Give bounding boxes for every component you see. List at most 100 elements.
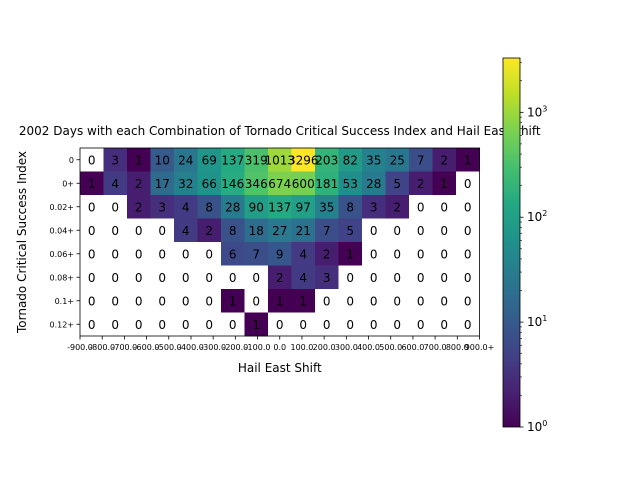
cell-value-label: 0: [182, 294, 190, 308]
heatmap-cell: [362, 171, 386, 196]
cell-value-label: 0: [88, 200, 96, 214]
cell-value-label: 7: [323, 224, 331, 238]
cell-value-label: 0: [135, 247, 143, 261]
heatmap-cell: [315, 148, 339, 172]
heatmap-cell: [268, 171, 292, 196]
heatmap-cell: [315, 312, 339, 337]
heatmap-cell: [432, 242, 457, 266]
colorbar-tick-label: 103: [527, 104, 547, 119]
x-tick-label: -300.0: [200, 343, 226, 352]
heatmap-cell: [385, 242, 410, 266]
cell-value-label: 0: [158, 294, 166, 308]
cell-value-label: 2: [276, 271, 284, 285]
heatmap-cell: [385, 195, 410, 219]
cell-value-label: 2: [205, 224, 213, 238]
heatmap-cell: [103, 171, 128, 196]
heatmap-cell: [221, 171, 245, 196]
y-tick-label: 0.06+: [49, 250, 74, 259]
cell-value-label: 3: [158, 200, 166, 214]
heatmap-cells: [80, 148, 480, 337]
y-tick-label: 0+: [62, 179, 74, 188]
heatmap-cell: [291, 171, 316, 196]
heatmap-cell: [432, 265, 457, 290]
cell-value-label: 2: [135, 177, 143, 191]
chart-title: 2002 Days with each Combination of Torna…: [19, 124, 541, 138]
cell-value-label: 18: [249, 224, 264, 238]
cell-value-label: 7: [252, 247, 260, 261]
heatmap-cell: [315, 242, 339, 266]
heatmap-cell: [80, 265, 104, 290]
cell-value-label: 0: [111, 247, 119, 261]
heatmap-cell: [244, 195, 269, 219]
colorbar-tick-label: 101: [527, 314, 547, 329]
y-tick-label: 0.04+: [49, 226, 74, 235]
cell-value-label: 0: [393, 294, 401, 308]
heatmap-cell: [432, 218, 457, 243]
cell-value-label: 90: [249, 200, 264, 214]
heatmap-cell: [291, 195, 316, 219]
heatmap-cell: [385, 312, 410, 337]
heatmap-cell: [456, 289, 480, 313]
heatmap-cell: [197, 148, 222, 172]
heatmap-cell: [456, 171, 480, 196]
cell-value-label: 0: [229, 318, 237, 332]
heatmap-cell: [80, 242, 104, 266]
heatmap-cell: [268, 265, 292, 290]
cell-value-label: 0: [88, 318, 96, 332]
cell-value-label: 1: [276, 294, 284, 308]
cell-value-label: 0: [393, 271, 401, 285]
x-tick-label: -700.0: [111, 343, 137, 352]
cell-value-label: 0: [417, 271, 425, 285]
heatmap-cell: [221, 289, 245, 313]
cell-value-label: 0: [111, 271, 119, 285]
x-tick-label: 100.0: [290, 343, 313, 352]
heatmap-cell: [362, 312, 386, 337]
heatmap-cell: [150, 289, 175, 313]
cell-value-label: 0: [88, 224, 96, 238]
cell-value-label: 346: [245, 177, 268, 191]
heatmap-cell: [103, 148, 128, 172]
cell-value-label: 203: [315, 153, 338, 167]
cell-value-label: 0: [182, 318, 190, 332]
x-tick-label: 700.0: [424, 343, 447, 352]
cell-value-label: 0: [276, 318, 284, 332]
cell-value-label: 10: [155, 153, 170, 167]
cell-value-label: 0: [417, 224, 425, 238]
heatmap-cell: [150, 242, 175, 266]
heatmap-cell: [174, 171, 198, 196]
heatmap-cell: [409, 171, 433, 196]
cell-value-label: 66: [202, 177, 217, 191]
heatmap-cell: [268, 289, 292, 313]
heatmap-cell: [456, 312, 480, 337]
cell-value-label: 2: [417, 177, 425, 191]
heatmap-cell: [268, 242, 292, 266]
heatmap-cell: [409, 148, 433, 172]
cell-value-label: 0: [440, 200, 448, 214]
cell-value-label: 0: [370, 294, 378, 308]
cell-value-label: 35: [366, 153, 381, 167]
cell-value-label: 0: [464, 177, 472, 191]
heatmap-cell: [221, 312, 245, 337]
cell-value-label: 0: [252, 294, 260, 308]
x-tick-label: -600.0: [134, 343, 160, 352]
cell-value-label: 53: [343, 177, 358, 191]
cell-value-label: 5: [393, 177, 401, 191]
x-tick-label: 400.0: [357, 343, 380, 352]
heatmap-cell: [291, 148, 316, 172]
heatmap-cell: [197, 265, 222, 290]
heatmap-cell: [338, 148, 363, 172]
heatmap-cell: [432, 171, 457, 196]
cell-value-label: 0: [205, 318, 213, 332]
heatmap-cell: [338, 289, 363, 313]
x-tick-label: -200.0: [222, 343, 248, 352]
heatmap-cell: [315, 265, 339, 290]
cell-value-label: 6: [229, 247, 237, 261]
heatmap-cell: [80, 289, 104, 313]
cell-value-label: 0: [464, 294, 472, 308]
x-tick-label: 500.0: [379, 343, 402, 352]
cell-value-label: 0: [440, 224, 448, 238]
cell-value-label: 0: [135, 271, 143, 285]
y-tick-label: 0.12+: [49, 320, 74, 329]
cell-value-label: 319: [245, 153, 268, 167]
